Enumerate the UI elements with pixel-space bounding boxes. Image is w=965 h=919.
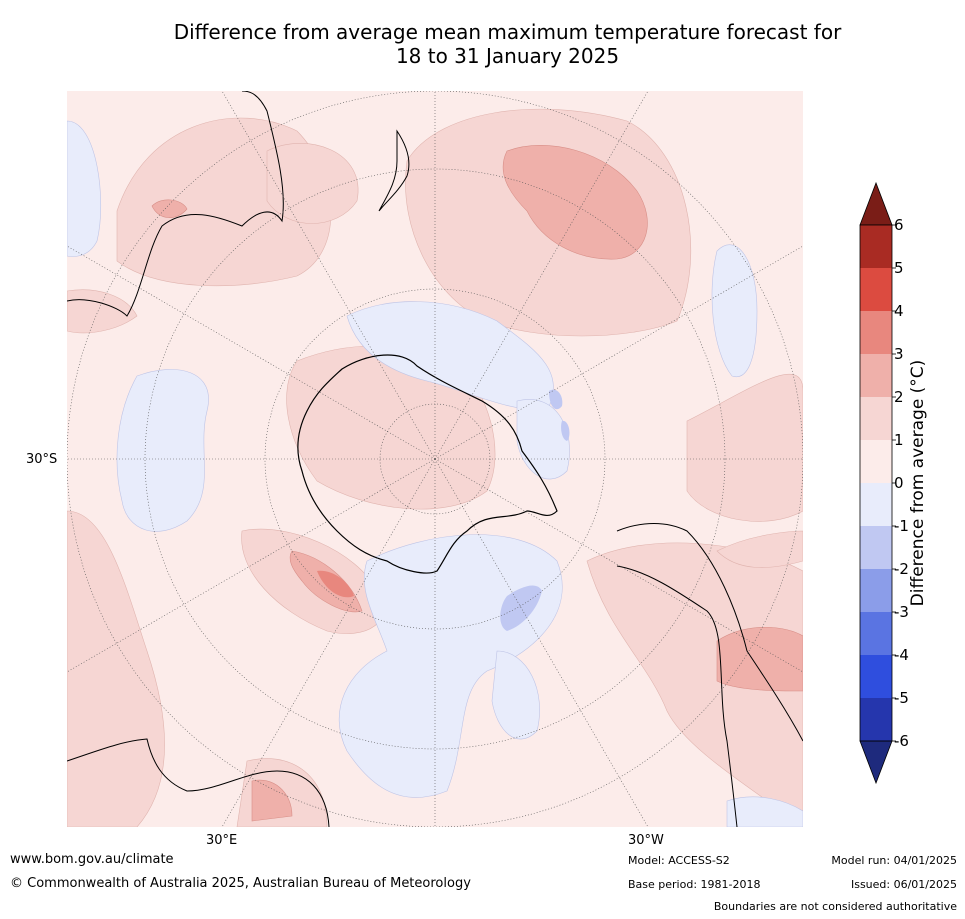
model-run-text: Model run: 04/01/2025 — [831, 854, 957, 867]
colorbar-band-over — [859, 181, 893, 226]
colorbar-band — [860, 569, 892, 612]
colorbar-band — [860, 268, 892, 311]
copyright-text: © Commonwealth of Australia 2025, Austra… — [10, 876, 471, 891]
colorbar-band — [860, 397, 892, 440]
colorbar-band — [860, 612, 892, 655]
title-line-1: Difference from average mean maximum tem… — [173, 20, 842, 44]
colorbar-tick-label: 6 — [894, 216, 904, 234]
colorbar-title: Difference from average (°C) — [908, 359, 928, 607]
colorbar-tick-label: 1 — [894, 431, 904, 449]
colorbar-tick-label: -6 — [894, 732, 909, 750]
colorbar-band — [860, 440, 892, 483]
model-text: Model: ACCESS-S2 — [628, 854, 730, 867]
colorbar-band — [860, 225, 892, 268]
polar-map — [67, 91, 803, 827]
colorbar-tick-label: 4 — [894, 302, 904, 320]
antarctica-coastline — [297, 354, 558, 574]
disclaimer-text: Boundaries are not considered authoritat… — [713, 900, 957, 913]
colorbar-band — [860, 698, 892, 741]
colorbar-band-under — [859, 740, 893, 785]
australia-coastline — [67, 91, 284, 317]
base-period-text: Base period: 1981-2018 — [628, 878, 761, 891]
colorbar-tick-label: 3 — [894, 345, 904, 363]
map-title: Difference from average mean maximum tem… — [60, 20, 955, 68]
lon-label-30e: 30°E — [206, 833, 238, 848]
anomaly-minus2-to-minus1-regions — [500, 389, 570, 631]
colorbar-tick-label: -2 — [894, 560, 909, 578]
lat-label-30s: 30°S — [26, 452, 58, 467]
anomaly-3-to-4-regions — [317, 570, 354, 598]
new-zealand-coastline — [378, 129, 410, 212]
africa-coastline — [67, 738, 330, 827]
south-america-coastline — [616, 523, 803, 827]
lon-label-30w: 30°W — [628, 833, 664, 848]
colorbar: 6 5 4 3 2 1 0 -1 -2 -3 -4 -5 -6 — [859, 181, 909, 785]
website-link[interactable]: www.bom.gov.au/climate — [10, 852, 174, 867]
colorbar-band — [860, 483, 892, 526]
colorbar-tick-label: 5 — [894, 259, 904, 277]
colorbar-tick-label: -4 — [894, 646, 909, 664]
colorbar-band — [860, 655, 892, 698]
anomaly-2-to-3-regions — [151, 145, 803, 822]
colorbar-tick-label: 0 — [894, 474, 904, 492]
colorbar-band — [860, 354, 892, 397]
meridians — [67, 91, 803, 827]
colorbar-tick-label: 2 — [894, 388, 904, 406]
colorbar-tick-label: -3 — [894, 603, 909, 621]
colorbar-band — [860, 526, 892, 569]
colorbar-tick-label: -1 — [894, 517, 909, 535]
colorbar-tick-label: -5 — [894, 689, 909, 707]
title-line-2: 18 to 31 January 2025 — [395, 44, 620, 68]
colorbar-band — [860, 311, 892, 354]
issued-text: Issued: 06/01/2025 — [850, 878, 957, 891]
